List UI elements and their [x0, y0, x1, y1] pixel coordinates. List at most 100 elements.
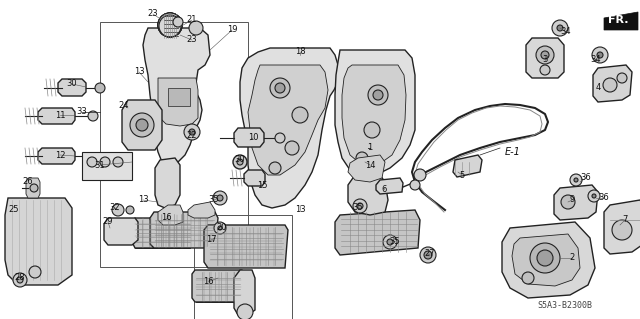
Text: 13: 13 — [294, 205, 305, 214]
Text: 28: 28 — [15, 273, 26, 283]
Circle shape — [420, 247, 436, 263]
Circle shape — [88, 111, 98, 121]
Bar — [196, 272, 241, 302]
Text: 21: 21 — [187, 16, 197, 25]
Text: 4: 4 — [595, 83, 600, 92]
Bar — [168, 88, 190, 106]
Circle shape — [95, 83, 105, 93]
Circle shape — [233, 155, 247, 169]
Polygon shape — [244, 170, 265, 186]
Bar — [210, 228, 282, 266]
Circle shape — [275, 83, 285, 93]
Text: 23: 23 — [187, 35, 197, 44]
Circle shape — [189, 129, 195, 135]
Bar — [194, 215, 292, 319]
Circle shape — [158, 13, 182, 37]
Circle shape — [592, 194, 596, 198]
Circle shape — [353, 199, 367, 213]
Circle shape — [540, 65, 550, 75]
Circle shape — [424, 251, 432, 259]
Polygon shape — [335, 210, 420, 255]
Text: E-1: E-1 — [505, 147, 521, 157]
Text: 16: 16 — [161, 213, 172, 222]
Text: 35: 35 — [209, 196, 220, 204]
Text: 30: 30 — [235, 155, 245, 165]
Text: 14: 14 — [365, 160, 375, 169]
Circle shape — [612, 220, 632, 240]
Circle shape — [270, 78, 290, 98]
Text: 6: 6 — [381, 186, 387, 195]
Text: 22: 22 — [187, 130, 197, 139]
Polygon shape — [104, 218, 138, 245]
Polygon shape — [143, 28, 210, 165]
Circle shape — [574, 178, 578, 182]
Circle shape — [522, 272, 534, 284]
Circle shape — [218, 226, 222, 230]
Circle shape — [561, 195, 575, 209]
Polygon shape — [58, 79, 86, 96]
Circle shape — [214, 222, 226, 234]
Circle shape — [410, 180, 420, 190]
Polygon shape — [348, 172, 388, 215]
Text: 29: 29 — [103, 218, 113, 226]
Text: 25: 25 — [9, 205, 19, 214]
Circle shape — [541, 51, 549, 59]
Polygon shape — [204, 225, 288, 268]
Circle shape — [237, 304, 253, 319]
Bar — [155, 215, 213, 247]
Polygon shape — [188, 202, 215, 218]
Text: 34: 34 — [591, 56, 602, 64]
Circle shape — [414, 169, 426, 181]
Text: 2: 2 — [570, 254, 575, 263]
Circle shape — [30, 184, 38, 192]
Circle shape — [130, 113, 154, 137]
Circle shape — [364, 122, 380, 138]
Circle shape — [112, 204, 124, 216]
Text: 27: 27 — [425, 249, 435, 258]
Text: 35: 35 — [353, 204, 364, 212]
Circle shape — [189, 21, 203, 35]
Text: 33: 33 — [77, 108, 88, 116]
Polygon shape — [234, 270, 255, 315]
Polygon shape — [342, 65, 406, 165]
Text: 16: 16 — [203, 278, 213, 286]
Text: 12: 12 — [55, 151, 65, 160]
Polygon shape — [192, 270, 245, 302]
Polygon shape — [348, 155, 385, 182]
Circle shape — [603, 78, 617, 92]
Circle shape — [597, 52, 603, 58]
Text: 15: 15 — [257, 181, 268, 189]
Circle shape — [357, 203, 363, 209]
Polygon shape — [122, 100, 162, 150]
Polygon shape — [133, 218, 192, 248]
Polygon shape — [376, 178, 403, 194]
Polygon shape — [240, 48, 338, 208]
Polygon shape — [604, 12, 638, 30]
Text: 36: 36 — [598, 194, 609, 203]
Text: 7: 7 — [622, 216, 628, 225]
Circle shape — [536, 46, 554, 64]
Polygon shape — [512, 234, 580, 286]
Circle shape — [184, 124, 200, 140]
Text: 23: 23 — [148, 10, 158, 19]
Circle shape — [100, 157, 110, 167]
Text: 18: 18 — [294, 48, 305, 56]
Text: 3: 3 — [542, 56, 548, 64]
Circle shape — [213, 191, 227, 205]
Polygon shape — [5, 198, 72, 285]
Polygon shape — [604, 200, 640, 254]
Polygon shape — [155, 158, 180, 208]
Polygon shape — [38, 108, 75, 124]
Polygon shape — [26, 178, 40, 198]
Polygon shape — [526, 38, 564, 78]
Polygon shape — [593, 65, 632, 102]
Bar — [100, 22, 248, 267]
Polygon shape — [158, 78, 198, 126]
Circle shape — [113, 157, 123, 167]
Text: 31: 31 — [95, 160, 106, 169]
Circle shape — [557, 25, 563, 31]
Circle shape — [136, 119, 148, 131]
Circle shape — [217, 195, 223, 201]
Circle shape — [383, 235, 397, 249]
Circle shape — [87, 157, 97, 167]
